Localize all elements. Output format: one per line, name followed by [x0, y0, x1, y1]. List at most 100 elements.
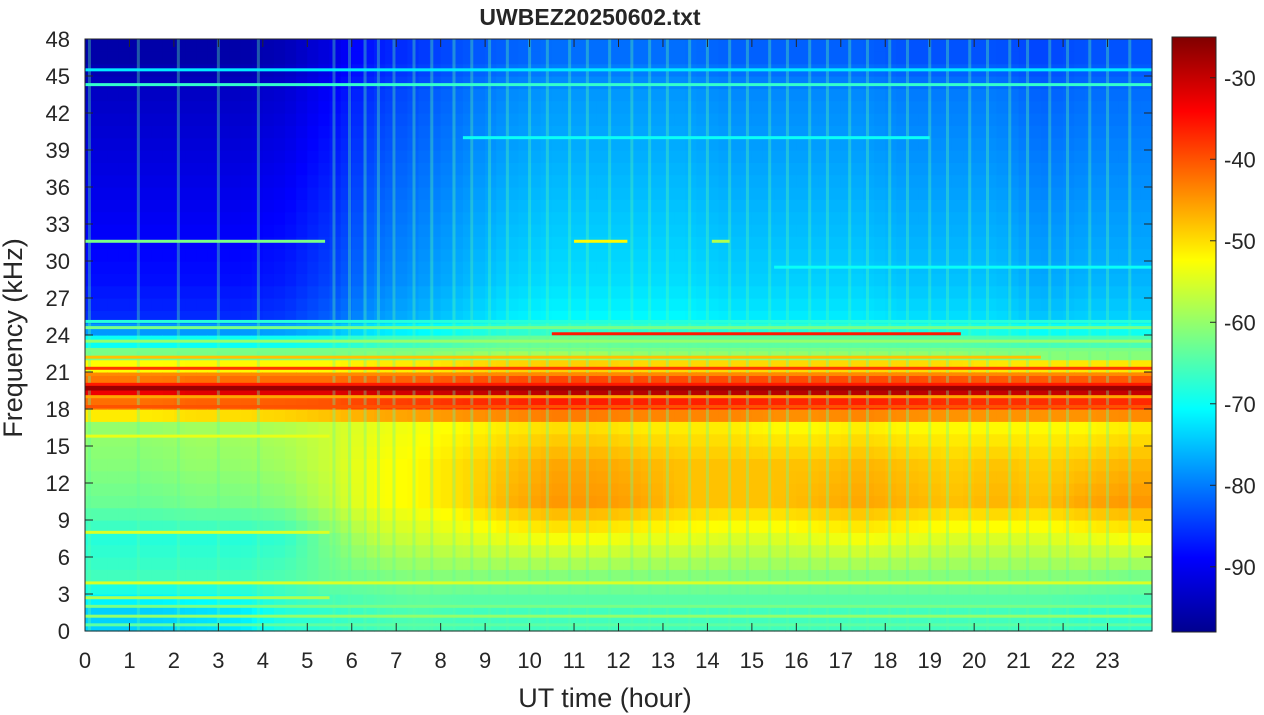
heatmap-cell	[173, 224, 186, 237]
heatmap-cell	[540, 359, 553, 373]
heatmap-cell	[373, 88, 386, 102]
heatmap-cell	[229, 261, 242, 274]
heatmap-cell	[907, 544, 920, 558]
heatmap-cell	[829, 396, 842, 410]
heatmap-cell	[718, 594, 731, 607]
heatmap-cell	[96, 507, 108, 521]
heatmap-cell	[629, 581, 642, 595]
heatmap-cell	[1129, 150, 1142, 163]
heatmap-cell	[963, 51, 975, 65]
heatmap-cell	[162, 150, 175, 163]
x-tick-label: 22	[1051, 648, 1075, 673]
heatmap-cell	[651, 507, 664, 521]
heatmap-cell	[951, 322, 964, 336]
heatmap-cell	[951, 507, 964, 521]
heatmap-cell	[496, 261, 508, 274]
heatmap-cell	[1129, 483, 1142, 496]
heatmap-cell	[496, 285, 508, 299]
heatmap-cell	[1051, 285, 1064, 299]
heatmap-cell	[329, 298, 342, 311]
heatmap-cell	[496, 174, 508, 188]
heatmap-cell	[540, 261, 553, 274]
heatmap-cell	[863, 248, 875, 262]
heatmap-cell	[173, 100, 186, 114]
heatmap-cell	[851, 39, 864, 52]
heatmap-cell	[251, 187, 264, 200]
heatmap-cell	[651, 544, 664, 558]
heatmap-cell	[540, 322, 553, 336]
heatmap-cell	[140, 606, 153, 620]
heatmap-cell	[273, 347, 286, 361]
y-tick-label: 27	[46, 286, 70, 311]
heatmap-cell	[318, 236, 331, 250]
heatmap-cell	[951, 359, 964, 373]
heatmap-cell	[1074, 470, 1086, 484]
heatmap-cell	[885, 211, 897, 225]
heatmap-cell	[462, 298, 475, 311]
heatmap-cell	[351, 273, 364, 287]
heatmap-cell	[774, 347, 786, 361]
heatmap-cell	[351, 347, 364, 361]
heatmap-cell	[340, 150, 353, 163]
x-axis: 0 1 2 3 4 5 6 7 8 9 10 11 12 13 14 15 16 17 18 19 20 21 22 23	[79, 39, 1120, 673]
heatmap-cell	[907, 113, 920, 126]
heatmap-cell	[574, 150, 586, 163]
heatmap-cell	[607, 347, 620, 361]
heatmap-cell	[540, 125, 553, 139]
heatmap-cell	[273, 495, 286, 509]
heatmap-cell	[762, 606, 775, 620]
heatmap-cell	[985, 532, 997, 546]
heatmap-cell	[429, 532, 442, 546]
heatmap-cell	[285, 544, 297, 558]
heatmap-cell	[896, 433, 909, 447]
heatmap-cell	[140, 76, 153, 89]
heatmap-cell	[851, 347, 864, 361]
heatmap-cell	[173, 322, 186, 336]
heatmap-cell	[496, 458, 508, 472]
heatmap-cell	[718, 470, 731, 484]
heatmap-cell	[1007, 150, 1020, 163]
heatmap-cell	[85, 384, 97, 398]
heatmap-cell	[1040, 224, 1053, 237]
heatmap-cell	[985, 507, 997, 521]
heatmap-cell	[751, 581, 764, 595]
heatmap-cell	[440, 100, 453, 114]
heatmap-cell	[885, 507, 897, 521]
heatmap-cell	[874, 606, 886, 620]
heatmap-cell	[1029, 51, 1042, 65]
heatmap-cell	[507, 162, 520, 176]
heatmap-cell	[229, 125, 242, 139]
heatmap-cell	[507, 236, 520, 250]
heatmap-cell	[818, 372, 831, 385]
heatmap-cell	[651, 137, 664, 151]
x-tick-label: 19	[917, 648, 941, 673]
heatmap-cell	[140, 544, 153, 558]
heatmap-cell	[674, 261, 686, 274]
heatmap-cell	[840, 520, 853, 533]
heatmap-cell	[918, 187, 931, 200]
heatmap-cell	[840, 581, 853, 595]
heatmap-cell	[1129, 199, 1142, 213]
heatmap-cell	[974, 211, 986, 225]
heatmap-cell	[785, 507, 797, 521]
heatmap-cell	[1118, 507, 1131, 521]
heatmap-cell	[151, 285, 164, 299]
heatmap-cell	[140, 347, 153, 361]
heatmap-cell	[1129, 507, 1142, 521]
heatmap-cell	[429, 322, 442, 336]
heatmap-cell	[974, 285, 986, 299]
heatmap-cell	[129, 483, 142, 496]
heatmap-cell	[407, 507, 420, 521]
heatmap-cell	[829, 236, 842, 250]
heatmap-cell	[351, 187, 364, 200]
heatmap-cell	[162, 322, 175, 336]
heatmap-cell	[151, 347, 164, 361]
heatmap-cell	[207, 248, 219, 262]
heatmap-cell	[985, 359, 997, 373]
heatmap-cell	[540, 88, 553, 102]
heatmap-cell	[373, 39, 386, 52]
heatmap-cell	[507, 211, 520, 225]
heatmap-cell	[418, 384, 431, 398]
heatmap-cell	[718, 76, 731, 89]
heatmap-cell	[1118, 520, 1131, 533]
